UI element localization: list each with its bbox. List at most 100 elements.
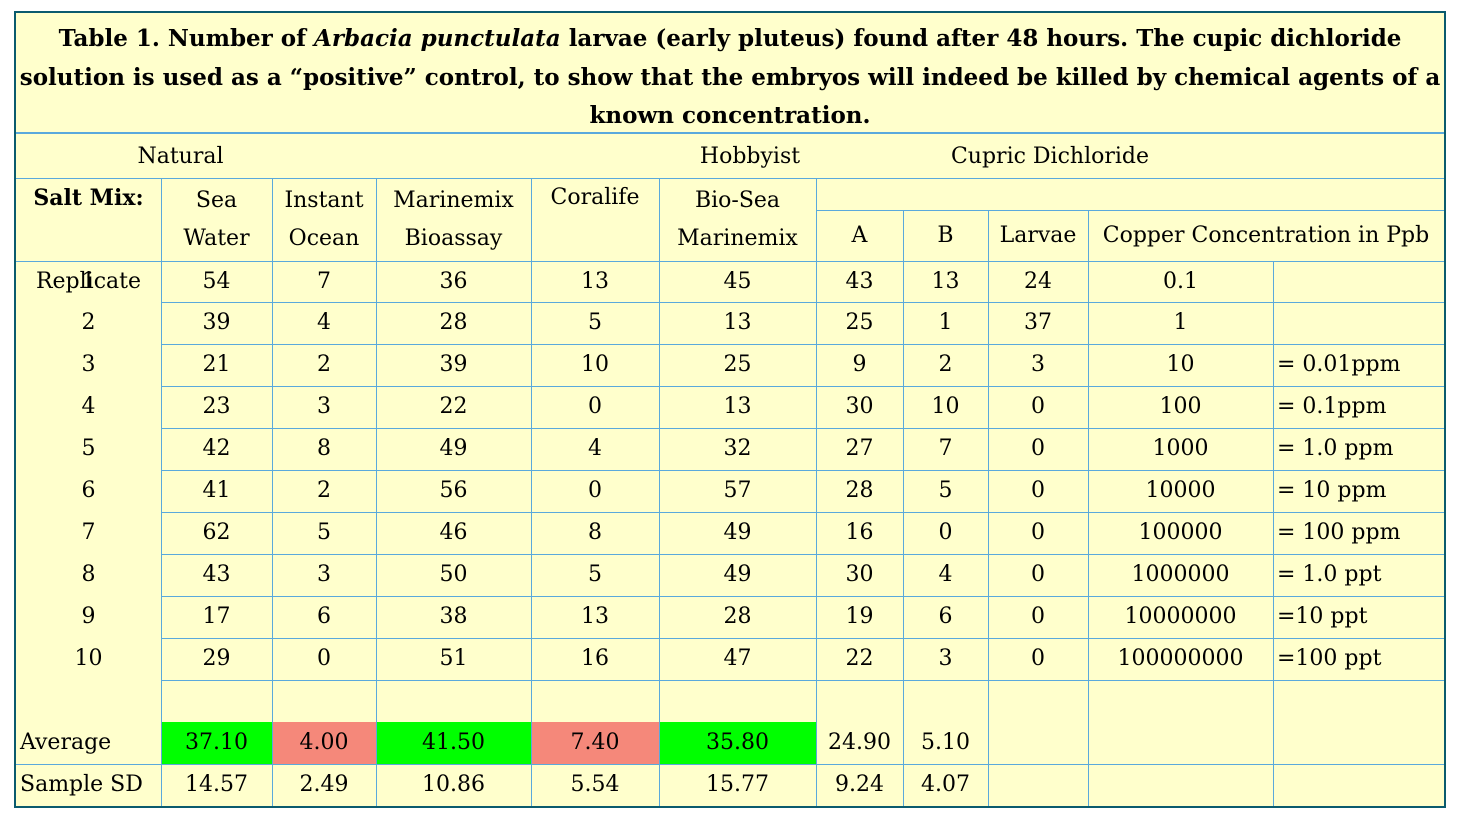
grid-line bbox=[161, 428, 1444, 429]
table-cell: 16 bbox=[845, 520, 874, 545]
table-cell: 21 bbox=[202, 352, 231, 377]
table-cell: 2 bbox=[317, 352, 331, 377]
grid-line bbox=[161, 596, 1444, 597]
row-label-average: Average bbox=[20, 730, 112, 755]
table-cell: 0 bbox=[1031, 478, 1045, 503]
table-cell: 1 bbox=[938, 310, 953, 335]
table-cell: 8 bbox=[317, 436, 331, 461]
grid-line bbox=[161, 638, 1444, 639]
table-cell: 29 bbox=[202, 646, 231, 671]
group-cupric: Cupric Dichloride bbox=[950, 143, 1150, 169]
average-cell: 35.80 bbox=[659, 722, 816, 764]
table-cell: 8 bbox=[81, 562, 96, 587]
table-cell: 0 bbox=[588, 478, 602, 503]
table-cell: 9 bbox=[852, 352, 867, 377]
table-cell: =100 ppt bbox=[1277, 646, 1382, 671]
header-a: A bbox=[851, 222, 868, 248]
grid-line bbox=[161, 302, 1444, 303]
table-cell: = 0.01ppm bbox=[1277, 352, 1401, 377]
table-cell: 51 bbox=[439, 646, 468, 671]
table-cell: 23 bbox=[202, 394, 231, 419]
table-cell: 49 bbox=[439, 436, 468, 461]
table-cell: 36 bbox=[439, 268, 468, 294]
table-cell: 10000 bbox=[1145, 478, 1216, 503]
table-cell: 7 bbox=[81, 520, 96, 545]
table-cell: 1 bbox=[81, 268, 96, 294]
header-marinemix-bioassay-line-2: Bioassay bbox=[404, 225, 503, 251]
table-cell: 13 bbox=[931, 268, 960, 294]
table-cell: 4 bbox=[938, 562, 953, 587]
table-cell: 39 bbox=[202, 310, 231, 335]
table-cell: 28 bbox=[439, 310, 468, 335]
grid-line bbox=[272, 178, 273, 806]
table-cell: 0 bbox=[1031, 604, 1045, 629]
header-bio-sea-marinemix: Bio-Sea Marinemix bbox=[659, 178, 816, 261]
data-table: Table 1. Number of Arbacia punctulata la… bbox=[14, 11, 1446, 808]
table-cell: = 1.0 ppm bbox=[1277, 436, 1394, 461]
table-cell: 1000000 bbox=[1131, 562, 1230, 587]
table-cell: 13 bbox=[581, 268, 609, 294]
table-cell: 1000 bbox=[1152, 436, 1209, 461]
table-cell: = 0.1ppm bbox=[1277, 394, 1387, 419]
table-cell: 39 bbox=[439, 352, 468, 377]
table-cell: 13 bbox=[723, 394, 752, 419]
header-larvae: Larvae bbox=[999, 222, 1077, 248]
table-cell: 25 bbox=[845, 310, 874, 335]
table-cell: 0 bbox=[317, 646, 331, 671]
table-cell: 19 bbox=[845, 604, 874, 629]
table-cell: 41 bbox=[202, 478, 231, 503]
header-instant-ocean-line-1: Instant bbox=[284, 187, 364, 213]
header-sea-water-line-1: Sea bbox=[195, 187, 238, 213]
row-label-sample-sd: Sample SD bbox=[20, 772, 143, 797]
table-cell: 30 bbox=[845, 394, 874, 419]
table-cell bbox=[1273, 261, 1444, 302]
table-cell: 0 bbox=[1031, 646, 1045, 671]
grid-line bbox=[161, 386, 1444, 387]
table-cell: 6 bbox=[81, 478, 96, 503]
table-cell: 4 bbox=[317, 310, 331, 335]
table-cell: 5 bbox=[81, 436, 96, 461]
table-cell: 1 bbox=[1173, 310, 1188, 335]
table-cell: 46 bbox=[439, 520, 468, 545]
group-hobbyist: Hobbyist bbox=[699, 143, 801, 169]
header-instant-ocean: Instant Ocean bbox=[272, 178, 376, 261]
grid-line bbox=[161, 680, 1444, 681]
table-cell: 3 bbox=[317, 562, 331, 587]
table-cell: 10 bbox=[931, 394, 960, 419]
table-cell: 43 bbox=[202, 562, 231, 587]
grid-line bbox=[16, 764, 1444, 765]
table-cell: 6 bbox=[317, 604, 331, 629]
table-cell: 32 bbox=[723, 436, 752, 461]
table-cell: =10 ppt bbox=[1277, 604, 1368, 629]
grid-line bbox=[161, 470, 1444, 471]
table-cell: 30 bbox=[845, 562, 874, 587]
sd-cell: 15.77 bbox=[706, 772, 769, 797]
table-caption: Table 1. Number of Arbacia punctulata la… bbox=[16, 13, 1444, 134]
grid-line bbox=[161, 178, 162, 806]
average-cell: 41.50 bbox=[376, 722, 531, 764]
grid-line bbox=[816, 178, 817, 806]
table-cell: 5 bbox=[588, 310, 602, 335]
grid-line bbox=[1088, 210, 1089, 806]
header-bio-sea-marinemix-line-1: Bio-Sea bbox=[694, 187, 781, 213]
table-cell: 13 bbox=[723, 310, 752, 335]
header-marinemix-bioassay-line-1: Marinemix bbox=[393, 187, 514, 213]
sd-cell: 9.24 bbox=[835, 772, 884, 797]
table-cell: 8 bbox=[588, 520, 602, 545]
table-cell: 2 bbox=[317, 478, 331, 503]
table-cell: 10 bbox=[581, 352, 609, 377]
table-cell: 47 bbox=[723, 646, 752, 671]
grid-line bbox=[531, 178, 532, 806]
table-cell: 13 bbox=[581, 604, 609, 629]
table-cell: 25 bbox=[723, 352, 752, 377]
caption-suffix: larvae (early pluteus) found after 48 ho… bbox=[19, 25, 1441, 129]
table-cell: 28 bbox=[723, 604, 752, 629]
table-cell: = 1.0 ppt bbox=[1277, 562, 1382, 587]
sd-cell: 10.86 bbox=[422, 772, 485, 797]
header-instant-ocean-line-2: Ocean bbox=[288, 225, 360, 251]
average-cell: 24.90 bbox=[828, 730, 891, 755]
header-salt-mix: Salt Mix: bbox=[33, 185, 144, 211]
table-cell: 2 bbox=[938, 352, 953, 377]
grid-line bbox=[903, 210, 904, 806]
sd-cell: 14.57 bbox=[185, 772, 248, 797]
